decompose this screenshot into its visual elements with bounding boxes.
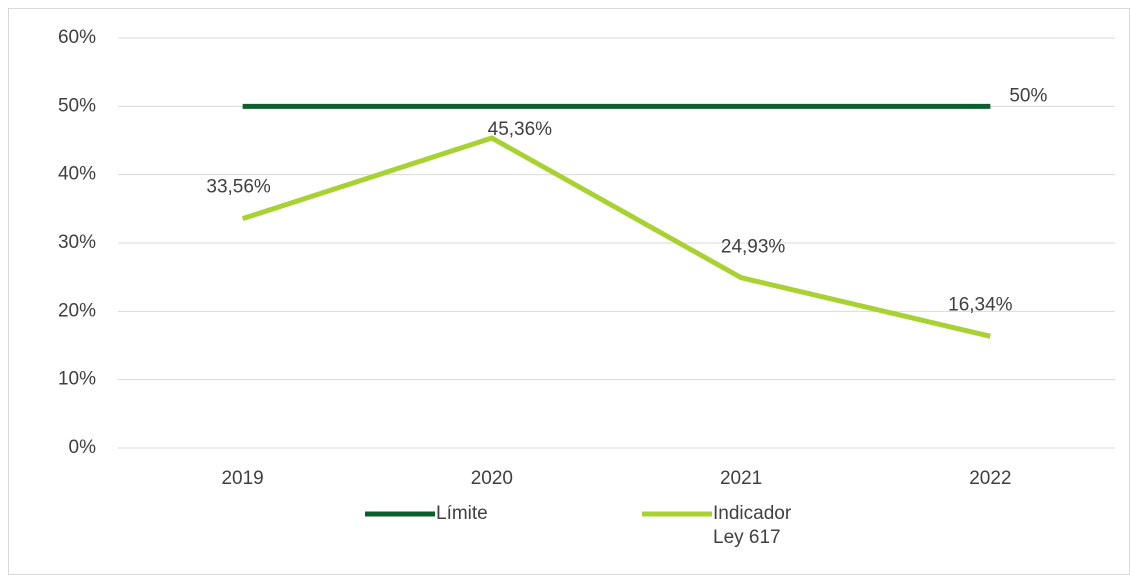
x-tick-label: 2019 (221, 468, 263, 489)
legend-label: Indicador Ley 617 (713, 503, 792, 548)
y-tick-label: 0% (69, 437, 97, 458)
legend-label: Límite (436, 503, 488, 524)
x-tick-label: 2022 (969, 468, 1011, 489)
chart-border (8, 8, 1130, 575)
y-tick-label: 60% (58, 27, 96, 48)
y-tick-label: 20% (58, 300, 96, 321)
data-label: 45,36% (488, 119, 553, 140)
y-tick-label: 10% (58, 369, 96, 390)
y-tick-label: 40% (58, 164, 96, 185)
y-tick-label: 30% (58, 232, 96, 253)
data-label: 16,34% (948, 294, 1013, 315)
y-tick-label: 50% (58, 95, 96, 116)
data-label: 24,93% (721, 237, 786, 258)
line-series (241, 135, 991, 339)
data-label: 50% (1009, 85, 1047, 106)
x-tick-label: 2020 (471, 468, 513, 489)
data-label: 33,56% (206, 177, 271, 198)
x-tick-label: 2021 (720, 468, 762, 489)
